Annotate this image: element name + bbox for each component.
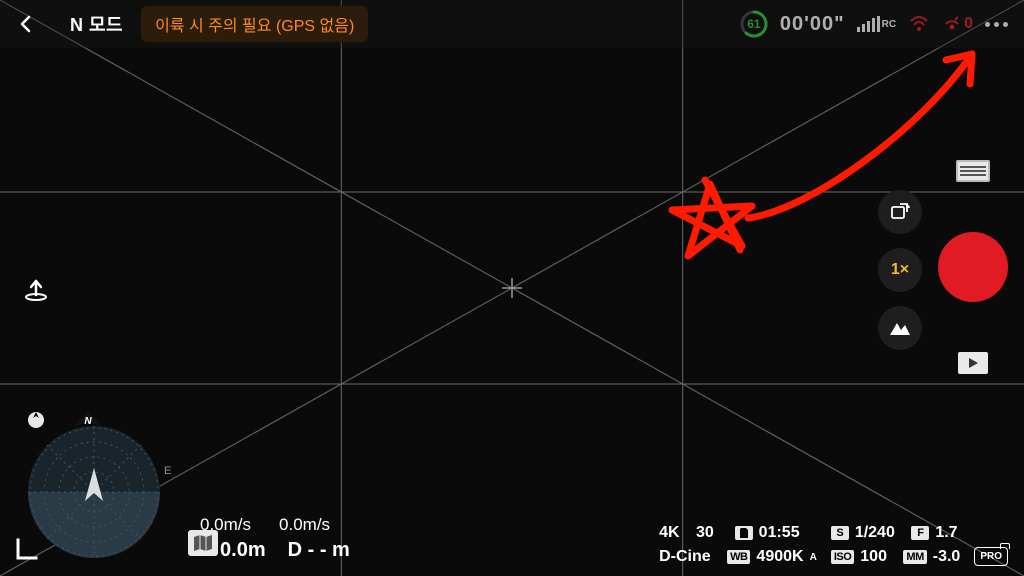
wb-value: 4900K (756, 548, 803, 566)
distance-value: - - m (308, 539, 350, 561)
dspeed-value: 0.0m/s (279, 515, 330, 535)
distance-label: D (288, 539, 302, 561)
takeoff-button[interactable] (18, 270, 54, 306)
sd-card-icon (735, 526, 753, 540)
color-mode-value: D-Cine (659, 548, 711, 566)
flight-telemetry: 0.0m/s 0.0m/s H 0.0m D - - m (200, 515, 350, 562)
back-button[interactable] (12, 10, 40, 38)
ev-value: -3.0 (933, 548, 961, 566)
shutter-value: 1/240 (855, 524, 895, 542)
svg-text:N: N (84, 416, 92, 427)
attitude-radar[interactable]: N E (14, 402, 174, 562)
aperture-value: 1.7 (935, 524, 957, 542)
camera-quick-controls: 1× (878, 190, 922, 350)
bottom-left-frame-icon (14, 536, 40, 562)
status-warning-pill[interactable]: 이륙 시 주의 필요 (GPS 없음) (141, 6, 368, 42)
record-button[interactable] (938, 232, 1008, 302)
wb-badge: WB (727, 550, 750, 564)
attitude-radar-cluster: N E (14, 402, 218, 562)
right-control-column (938, 160, 1008, 374)
shutter-badge: S (831, 526, 849, 540)
top-bar: N 모드 이륙 시 주의 필요 (GPS 없음) (0, 0, 1024, 48)
playback-button[interactable] (958, 352, 988, 374)
wb-suffix: A (810, 552, 817, 563)
photo-video-toggle[interactable] (878, 190, 922, 234)
height-value: 0.0m (220, 539, 266, 561)
left-control-column (18, 270, 54, 306)
iso-badge: ISO (831, 550, 854, 564)
pro-mode-toggle[interactable]: PRO (974, 547, 1008, 566)
media-browser-icon[interactable] (956, 160, 990, 182)
mm-badge: MM (903, 550, 926, 564)
map-toggle-button[interactable] (188, 530, 218, 556)
fps-value: 30 (696, 524, 714, 542)
resolution-value: 4K (659, 524, 679, 542)
aperture-badge: F (911, 526, 929, 540)
iso-value: 100 (860, 548, 887, 566)
camera-params[interactable]: 4K 30 01:55 D-Cine WB 4900K A S 1/240 F 1… (659, 524, 1008, 566)
storage-remaining: 01:55 (759, 524, 800, 542)
zoom-value: 1× (891, 261, 909, 279)
focus-mode-button[interactable] (878, 306, 922, 350)
zoom-button[interactable]: 1× (878, 248, 922, 292)
svg-text:E: E (164, 465, 171, 477)
flight-mode-label[interactable]: N 모드 (70, 11, 123, 37)
